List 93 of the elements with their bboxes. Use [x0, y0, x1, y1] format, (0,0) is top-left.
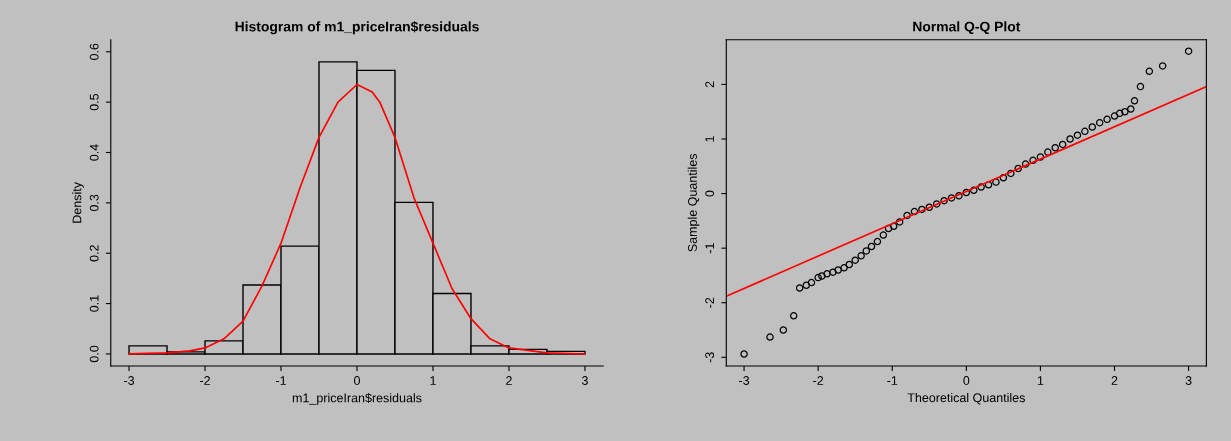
- point: [779, 326, 788, 334]
- x-tick-label: 1: [430, 376, 436, 385]
- point: [1088, 123, 1097, 131]
- point: [879, 231, 888, 239]
- point: [1014, 164, 1022, 173]
- point: [1073, 131, 1082, 139]
- x-axis-title: Theoretical Quantiles: [907, 392, 1025, 405]
- x-tick-label: -1: [276, 376, 286, 385]
- point: [807, 278, 816, 287]
- y-tick-label: 1: [705, 136, 714, 142]
- point: [947, 194, 956, 202]
- x-tick-label: 0: [354, 376, 360, 385]
- point: [857, 252, 865, 260]
- point: [1136, 82, 1145, 91]
- x-axis-title: m1_priceIran$residuals: [292, 392, 422, 405]
- point: [962, 188, 971, 197]
- point: [1115, 109, 1124, 118]
- x-tick-label: 1: [1037, 376, 1044, 385]
- point: [845, 260, 854, 269]
- point: [1044, 148, 1052, 156]
- point: [823, 270, 831, 278]
- point: [1066, 135, 1074, 143]
- point: [903, 211, 911, 220]
- point: [1103, 115, 1111, 124]
- point: [1029, 156, 1037, 165]
- point: [802, 281, 811, 290]
- point: [1007, 169, 1015, 178]
- point: [955, 192, 963, 200]
- point: [1184, 47, 1193, 55]
- y-axis-title: Density: [72, 182, 84, 223]
- y-tick-label: 2: [705, 81, 714, 88]
- point: [1158, 62, 1167, 70]
- x-tick-label: 2: [1111, 376, 1118, 385]
- point: [818, 272, 826, 280]
- y-tick-label: 0.3: [89, 194, 99, 212]
- point: [1095, 118, 1104, 127]
- point: [940, 196, 948, 205]
- point: [999, 174, 1008, 182]
- point: [992, 178, 1000, 186]
- x-tick-label: -3: [739, 376, 750, 385]
- y-axis-title: Sample Quantiles: [687, 153, 700, 252]
- point: [932, 200, 941, 208]
- point: [889, 222, 898, 231]
- point: [814, 273, 822, 282]
- point: [867, 242, 876, 251]
- point: [910, 207, 919, 216]
- y-tick-label: 0.1: [89, 295, 99, 312]
- point: [925, 203, 934, 211]
- point: [1051, 143, 1059, 152]
- x-tick-label: -3: [124, 376, 135, 385]
- x-tick-label: -2: [200, 376, 210, 385]
- point: [977, 183, 985, 191]
- point: [834, 266, 842, 274]
- point: [840, 264, 848, 272]
- y-tick-label: 0.2: [89, 245, 99, 262]
- point: [1145, 67, 1154, 76]
- point: [918, 205, 926, 214]
- y-tick-label: -3: [705, 352, 715, 363]
- x-tick-label: -1: [887, 376, 898, 385]
- point: [862, 247, 871, 255]
- y-tick-label: 0.0: [89, 345, 99, 363]
- point: [1058, 140, 1067, 149]
- y-tick-label: -1: [705, 243, 714, 254]
- line-series: [128, 83, 586, 355]
- point: [873, 237, 882, 246]
- point: [1130, 97, 1139, 105]
- point: [795, 284, 804, 292]
- point: [851, 256, 859, 264]
- y-tick-label: 0.5: [89, 93, 99, 111]
- point: [740, 350, 748, 358]
- x-tick-label: 3: [581, 376, 588, 385]
- point: [969, 186, 978, 195]
- x-tick-label: 3: [1185, 376, 1192, 385]
- point: [1110, 112, 1119, 120]
- point: [829, 268, 837, 276]
- x-tick-label: -2: [813, 376, 824, 385]
- y-tick-label: 0.4: [89, 144, 99, 161]
- point: [984, 181, 993, 189]
- point: [1127, 105, 1135, 113]
- y-tick-label: 0.6: [89, 43, 99, 60]
- point: [1036, 153, 1045, 161]
- point: [1081, 127, 1089, 136]
- x-tick-label: 0: [963, 376, 970, 385]
- point: [789, 312, 798, 320]
- point: [1021, 160, 1030, 168]
- chart-title: Normal Q-Q Plot: [913, 21, 1021, 35]
- x-tick-label: 2: [506, 376, 512, 385]
- point: [766, 333, 774, 341]
- point: [895, 218, 904, 226]
- point: [1121, 107, 1129, 116]
- y-tick-label: -2: [705, 297, 714, 308]
- chart-title: Histogram of m1_priceIran$residuals: [235, 21, 479, 35]
- y-tick-label: 0: [705, 190, 715, 197]
